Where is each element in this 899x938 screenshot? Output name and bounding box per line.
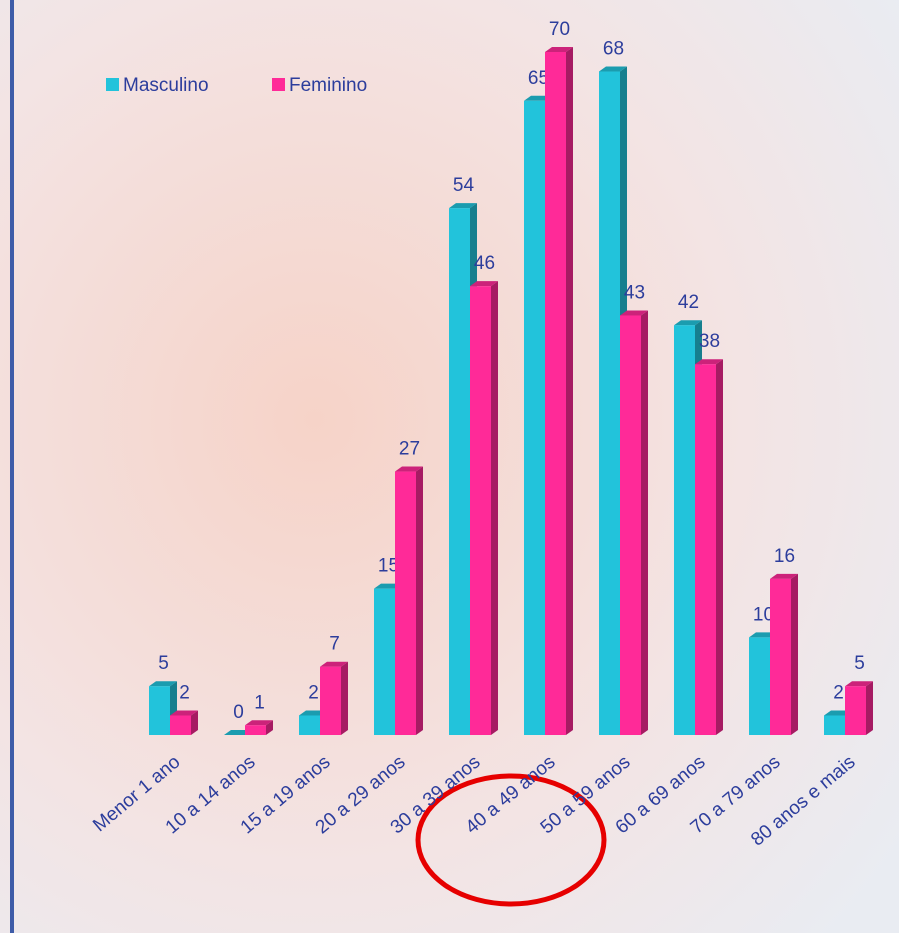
- value-label: 68: [603, 39, 624, 60]
- bar: [770, 578, 791, 735]
- value-label: 5: [854, 653, 865, 674]
- bar-side: [566, 47, 573, 735]
- value-label: 16: [774, 546, 795, 567]
- bar: [449, 208, 470, 736]
- value-label: 65: [528, 68, 549, 89]
- bar: [320, 666, 341, 735]
- bar-side: [491, 281, 498, 735]
- bar-top: [149, 681, 177, 687]
- bar-side: [191, 710, 198, 735]
- bar-top: [845, 681, 873, 687]
- bar: [245, 725, 266, 735]
- value-label: 0: [233, 702, 244, 723]
- bar: [845, 686, 866, 735]
- bar: [695, 364, 716, 735]
- value-label: 27: [399, 439, 420, 460]
- bar: [674, 325, 695, 735]
- value-label: 5: [158, 653, 169, 674]
- bar-side: [266, 720, 273, 735]
- bar: [170, 715, 191, 735]
- value-label: 38: [699, 331, 720, 352]
- bar-top: [599, 66, 627, 72]
- value-label: 43: [624, 282, 645, 303]
- bar-side: [641, 310, 648, 735]
- highlight-circle: [415, 773, 607, 907]
- value-label: 2: [308, 683, 319, 704]
- legend-label: Masculino: [123, 75, 209, 96]
- bar: [545, 52, 566, 735]
- bar: [824, 715, 845, 735]
- bar-top: [395, 466, 423, 472]
- value-label: 70: [549, 19, 570, 40]
- value-label: 54: [453, 175, 475, 196]
- legend-swatch: [272, 78, 285, 91]
- value-label: 1: [254, 692, 265, 713]
- value-label: 15: [378, 556, 399, 577]
- bar-top: [770, 573, 798, 579]
- value-label: 10: [753, 604, 774, 625]
- bar-top: [695, 359, 723, 365]
- value-label: 42: [678, 292, 699, 313]
- bar-top: [245, 720, 273, 726]
- bar: [374, 588, 395, 735]
- bar: [470, 286, 491, 735]
- value-label: 46: [474, 253, 495, 274]
- value-label: 7: [329, 634, 340, 655]
- bar: [749, 637, 770, 735]
- bar: [599, 71, 620, 735]
- value-label: 2: [179, 683, 190, 704]
- bar: [620, 315, 641, 735]
- value-label: 2: [833, 683, 844, 704]
- bar-top: [170, 710, 198, 716]
- bar-side: [416, 466, 423, 735]
- legend-swatch: [106, 78, 119, 91]
- bar-top: [620, 310, 648, 316]
- bar: [149, 686, 170, 735]
- left-border: [10, 0, 14, 933]
- bar-top: [449, 203, 477, 209]
- bar: [524, 100, 545, 736]
- bar-side: [791, 573, 798, 735]
- bar-top: [470, 281, 498, 287]
- bar-side: [866, 681, 873, 735]
- bar-top: [320, 661, 348, 667]
- legend-label: Feminino: [289, 75, 367, 96]
- bar-top: [545, 47, 573, 52]
- bar: [299, 715, 320, 735]
- bar: [395, 471, 416, 735]
- bar-side: [716, 359, 723, 735]
- bar-side: [341, 661, 348, 735]
- bar-top: [674, 320, 702, 326]
